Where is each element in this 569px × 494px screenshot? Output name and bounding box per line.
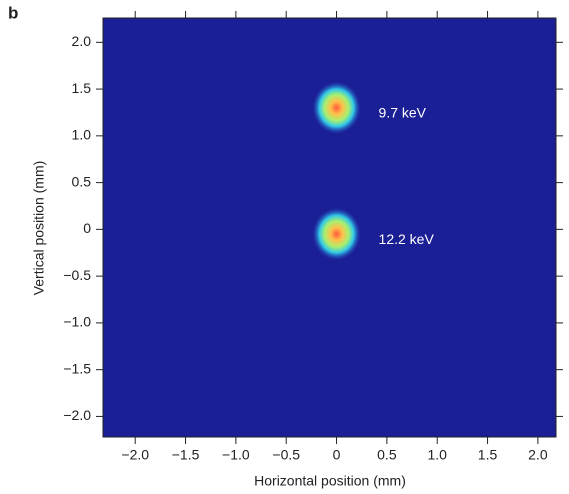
spot [313,208,361,260]
x-tick-label: 1.0 [427,447,447,463]
y-tick-label: 1.0 [72,127,92,143]
y-tick-label: 0.5 [72,173,92,189]
x-tick-label: −2.0 [121,447,149,463]
panel-label: b [8,3,18,22]
y-tick-label: −2.0 [63,407,91,423]
y-tick-label: 2.0 [72,33,92,49]
y-tick-label: −1.0 [63,314,91,330]
x-axis-label: Horizontal position (mm) [254,473,406,489]
y-tick-label: −1.5 [63,360,91,376]
x-tick-label: −1.0 [222,447,250,463]
x-tick-label: 0.5 [377,447,397,463]
x-tick-label: −0.5 [272,447,300,463]
y-tick-label: −0.5 [63,267,91,283]
annotation: 12.2 keV [379,231,435,247]
y-axis-label: Vertical position (mm) [31,161,47,296]
spot [313,82,361,134]
x-tick-label: 1.5 [478,447,498,463]
y-tick-label: 1.5 [72,80,92,96]
x-tick-label: −1.5 [172,447,200,463]
x-tick-label: 0 [333,447,341,463]
annotation: 9.7 keV [379,104,427,120]
x-tick-label: 2.0 [528,447,548,463]
y-tick-label: 0 [83,220,91,236]
chart: b Horizontal position (mm) Vertical posi… [0,0,569,494]
